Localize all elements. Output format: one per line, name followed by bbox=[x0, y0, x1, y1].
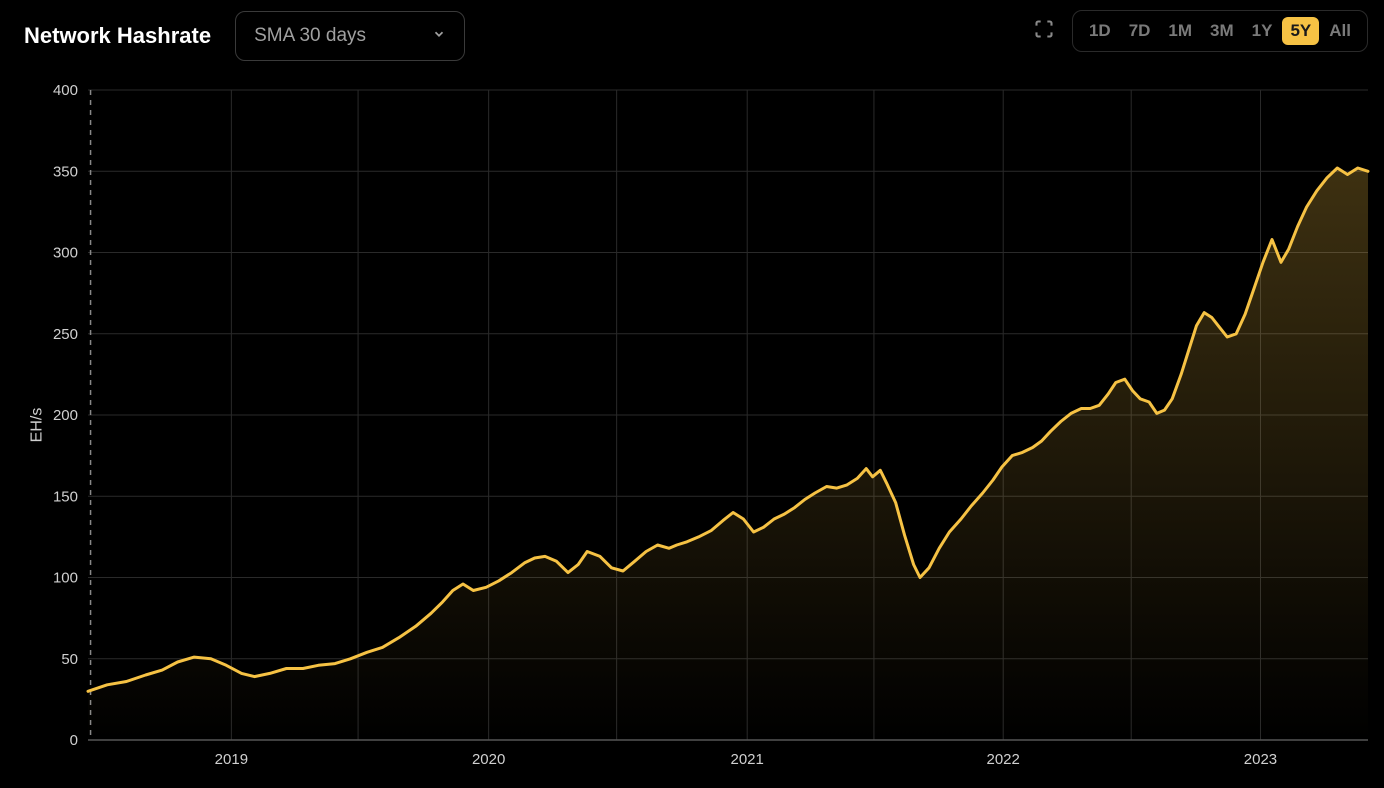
svg-text:250: 250 bbox=[53, 326, 78, 343]
svg-text:2019: 2019 bbox=[215, 751, 248, 768]
svg-text:350: 350 bbox=[53, 163, 78, 180]
svg-text:400: 400 bbox=[53, 82, 78, 99]
time-range-selector: 1D7D1M3M1Y5YAll bbox=[1072, 10, 1368, 52]
svg-text:2020: 2020 bbox=[472, 751, 505, 768]
page-title: Network Hashrate bbox=[24, 23, 211, 49]
range-1y[interactable]: 1Y bbox=[1244, 17, 1281, 45]
range-5y[interactable]: 5Y bbox=[1282, 17, 1319, 45]
fullscreen-button[interactable] bbox=[1028, 13, 1060, 50]
svg-text:100: 100 bbox=[53, 570, 78, 587]
sma-dropdown-label: SMA 30 days bbox=[254, 25, 366, 47]
chevron-down-icon bbox=[432, 27, 446, 46]
svg-text:2022: 2022 bbox=[987, 751, 1020, 768]
svg-text:50: 50 bbox=[61, 651, 78, 668]
svg-text:300: 300 bbox=[53, 245, 78, 262]
range-1d[interactable]: 1D bbox=[1081, 17, 1119, 45]
svg-text:200: 200 bbox=[53, 407, 78, 424]
chart-area: EH/s 05010015020025030035040020192020202… bbox=[0, 62, 1384, 788]
range-1m[interactable]: 1M bbox=[1160, 17, 1200, 45]
range-all[interactable]: All bbox=[1321, 17, 1359, 45]
svg-text:2023: 2023 bbox=[1244, 751, 1277, 768]
svg-text:0: 0 bbox=[70, 732, 78, 749]
hashrate-chart[interactable]: 0 50 100 150 200 250 300 350 400 2019 2020 2021 2022… bbox=[0, 62, 1384, 788]
sma-dropdown[interactable]: SMA 30 days bbox=[235, 11, 465, 61]
svg-text:2021: 2021 bbox=[731, 751, 764, 768]
range-3m[interactable]: 3M bbox=[1202, 17, 1242, 45]
range-7d[interactable]: 7D bbox=[1121, 17, 1159, 45]
svg-text:150: 150 bbox=[53, 488, 78, 505]
